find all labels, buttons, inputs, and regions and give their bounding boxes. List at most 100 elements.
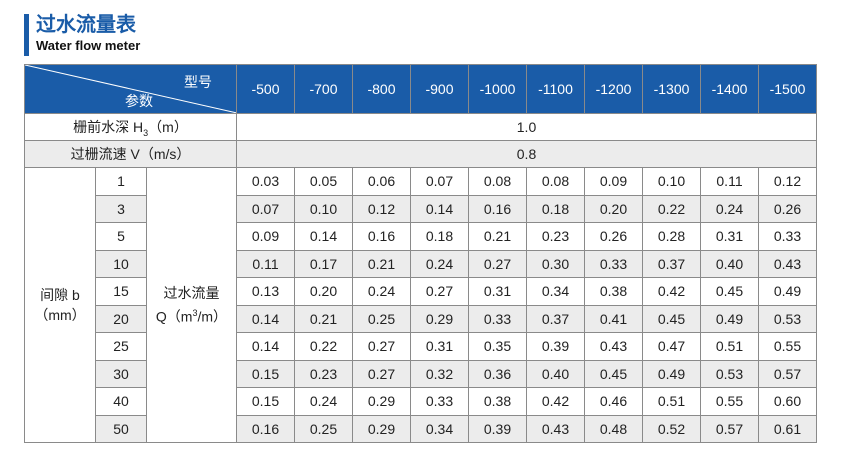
flow-value-cell: 0.46 [584, 387, 643, 416]
table-row: 3 0.07 0.10 0.12 0.14 0.16 0.18 0.20 0.22 0.24 0.2… [25, 194, 817, 223]
flow-value-cell: 0.09 [236, 222, 295, 251]
table-row: 10 0.11 0.17 0.21 0.24 0.27 0.30 0.33 0.37 0.40 0.… [25, 249, 817, 278]
flow-value-cell: 0.25 [352, 304, 411, 333]
flow-value-cell: 0.33 [468, 304, 527, 333]
page-subtitle: Water flow meter [36, 38, 141, 53]
flow-value-cell: 0.16 [236, 414, 295, 443]
flow-value-cell: 0.43 [526, 414, 585, 443]
flow-value-cell: 0.40 [526, 359, 585, 388]
model-header: -1100 [526, 64, 585, 114]
flow-value-cell: 0.49 [642, 359, 701, 388]
table-row: 30 0.15 0.23 0.27 0.32 0.36 0.40 0.45 0.49 0.53 0.… [25, 359, 817, 388]
flow-value-cell: 0.38 [584, 277, 643, 306]
flow-value-cell: 0.45 [700, 277, 759, 306]
flow-value-cell: 0.14 [236, 332, 295, 361]
flow-value-cell: 0.32 [410, 359, 469, 388]
flow-value-cell: 0.24 [352, 277, 411, 306]
flow-value-cell: 0.57 [758, 359, 817, 388]
flow-value-cell: 0.55 [758, 332, 817, 361]
depth-value: 1.0 [236, 113, 817, 141]
flow-value-cell: 0.35 [468, 332, 527, 361]
flow-value-cell: 0.39 [526, 332, 585, 361]
flow-value-cell: 0.60 [758, 387, 817, 416]
flow-value-cell: 0.29 [352, 414, 411, 443]
model-header: -1400 [700, 64, 759, 114]
model-header: -800 [352, 64, 411, 114]
corner-param-label: 参数 [125, 94, 153, 110]
flow-value-cell: 0.30 [526, 249, 585, 278]
flow-value-cell: 0.15 [236, 359, 295, 388]
depth-row: 栅前水深 H3（m） 1.0 [24, 113, 817, 141]
flow-value-cell: 0.37 [526, 304, 585, 333]
table-row: 50 0.16 0.25 0.29 0.34 0.39 0.43 0.48 0.52 0.57 0.… [25, 414, 817, 443]
title-accent-bar [24, 14, 29, 56]
table-row: 5 0.09 0.14 0.16 0.18 0.21 0.23 0.26 0.28 0.31 0.3… [25, 222, 817, 251]
flow-value-cell: 0.33 [758, 222, 817, 251]
flow-value-cell: 0.09 [584, 167, 643, 196]
flow-value-cell: 0.18 [526, 194, 585, 223]
corner-model-label: 型号 [184, 75, 212, 91]
flow-value-cell: 0.39 [468, 414, 527, 443]
flow-value-cell: 0.06 [352, 167, 411, 196]
flow-value-cell: 0.27 [468, 249, 527, 278]
gap-value: 20 [95, 304, 147, 333]
gap-value: 50 [95, 414, 147, 443]
table-row: 25 0.14 0.22 0.27 0.31 0.35 0.39 0.43 0.47 0.51 0.… [25, 332, 817, 361]
gap-label: 间隙 b （mm） [24, 167, 96, 443]
flow-value-cell: 0.05 [294, 167, 353, 196]
flow-value-cell: 0.33 [410, 387, 469, 416]
flow-label: 过水流量 Q（m3/m） [146, 167, 237, 443]
flow-value-cell: 0.33 [584, 249, 643, 278]
flow-value-cell: 0.47 [642, 332, 701, 361]
flow-value-cell: 0.38 [468, 387, 527, 416]
flow-value-cell: 0.57 [700, 414, 759, 443]
flow-value-cell: 0.14 [236, 304, 295, 333]
flow-value-cell: 0.27 [352, 359, 411, 388]
gap-value: 5 [95, 222, 147, 251]
flow-value-cell: 0.45 [642, 304, 701, 333]
flow-value-cell: 0.48 [584, 414, 643, 443]
flow-value-cell: 0.40 [700, 249, 759, 278]
flow-value-cell: 0.45 [584, 359, 643, 388]
flow-value-cell: 0.20 [294, 277, 353, 306]
flow-value-cell: 0.49 [700, 304, 759, 333]
page-title: 过水流量表 [36, 12, 136, 36]
flow-value-cell: 0.27 [410, 277, 469, 306]
flow-value-cell: 0.42 [642, 277, 701, 306]
gap-value: 10 [95, 249, 147, 278]
flow-value-cell: 0.18 [410, 222, 469, 251]
table-row: 40 0.15 0.24 0.29 0.33 0.38 0.42 0.46 0.51 0.55 0.… [25, 387, 817, 416]
flow-value-cell: 0.27 [352, 332, 411, 361]
flow-value-cell: 0.31 [410, 332, 469, 361]
flow-value-cell: 0.23 [526, 222, 585, 251]
flow-value-cell: 0.24 [294, 387, 353, 416]
flow-value-cell: 0.29 [352, 387, 411, 416]
flow-value-cell: 0.21 [352, 249, 411, 278]
flow-value-cell: 0.25 [294, 414, 353, 443]
flow-table: 型号 参数 -500 -700 -800 -900 -1000 -1100 -1200 -13… [24, 64, 817, 443]
flow-value-cell: 0.52 [642, 414, 701, 443]
flow-value-cell: 0.34 [526, 277, 585, 306]
flow-value-cell: 0.21 [294, 304, 353, 333]
flow-value-cell: 0.14 [410, 194, 469, 223]
gap-value: 1 [95, 167, 147, 196]
flow-value-cell: 0.23 [294, 359, 353, 388]
flow-value-cell: 0.03 [236, 167, 295, 196]
model-header: -1000 [468, 64, 527, 114]
model-header: -1300 [642, 64, 701, 114]
table-row: 15 0.13 0.20 0.24 0.27 0.31 0.34 0.38 0.42 0.45 0.… [25, 277, 817, 306]
flow-value-cell: 0.36 [468, 359, 527, 388]
flow-value-cell: 0.43 [584, 332, 643, 361]
flow-value-cell: 0.53 [700, 359, 759, 388]
flow-value-cell: 0.31 [468, 277, 527, 306]
gap-value: 40 [95, 387, 147, 416]
corner-diagonal [25, 65, 236, 113]
flow-value-cell: 0.31 [700, 222, 759, 251]
flow-value-cell: 0.16 [468, 194, 527, 223]
gap-value: 15 [95, 277, 147, 306]
depth-label: 栅前水深 H3（m） [24, 113, 237, 141]
flow-value-cell: 0.34 [410, 414, 469, 443]
flow-value-cell: 0.24 [410, 249, 469, 278]
flow-value-cell: 0.42 [526, 387, 585, 416]
speed-value: 0.8 [236, 140, 817, 168]
